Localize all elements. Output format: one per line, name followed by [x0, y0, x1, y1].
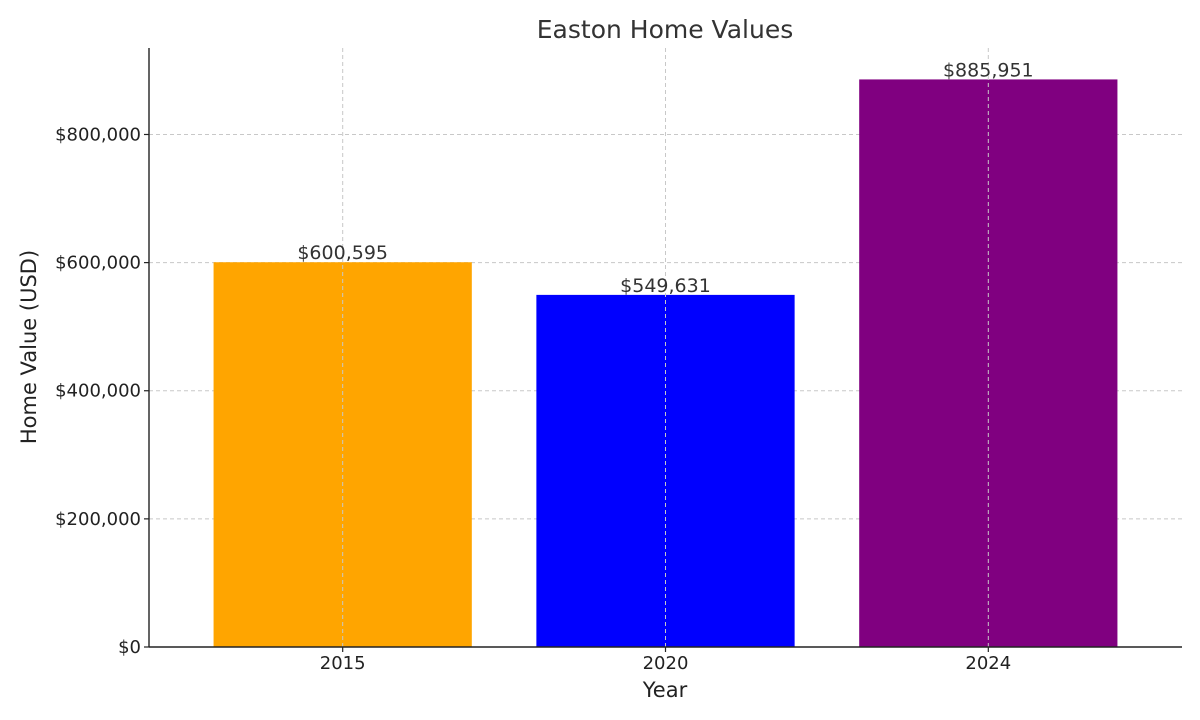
ticks-layer: $0 $200,000 $400,000 $600,000 $800,000 2015 20…	[55, 124, 1011, 674]
data-label: $885,951	[943, 59, 1034, 81]
y-tick-label: $800,000	[55, 124, 141, 145]
x-tick-label: 2015	[320, 653, 366, 674]
y-axis-label: Home Value (USD)	[17, 250, 41, 444]
y-tick-label: $0	[118, 637, 141, 658]
vertical-grid-layer	[342, 48, 989, 647]
chart-title: Easton Home Values	[537, 15, 793, 44]
x-tick-label: 2020	[643, 653, 689, 674]
y-tick-label: $400,000	[55, 381, 141, 402]
y-tick-label: $200,000	[55, 509, 141, 530]
data-label: $549,631	[620, 275, 711, 297]
data-labels-layer: $600,595 $549,631 $885,951	[297, 59, 1033, 296]
x-tick-label: 2024	[965, 653, 1011, 674]
data-label: $600,595	[297, 242, 388, 264]
x-axis-label: Year	[642, 678, 688, 702]
y-tick-label: $600,000	[55, 253, 141, 274]
